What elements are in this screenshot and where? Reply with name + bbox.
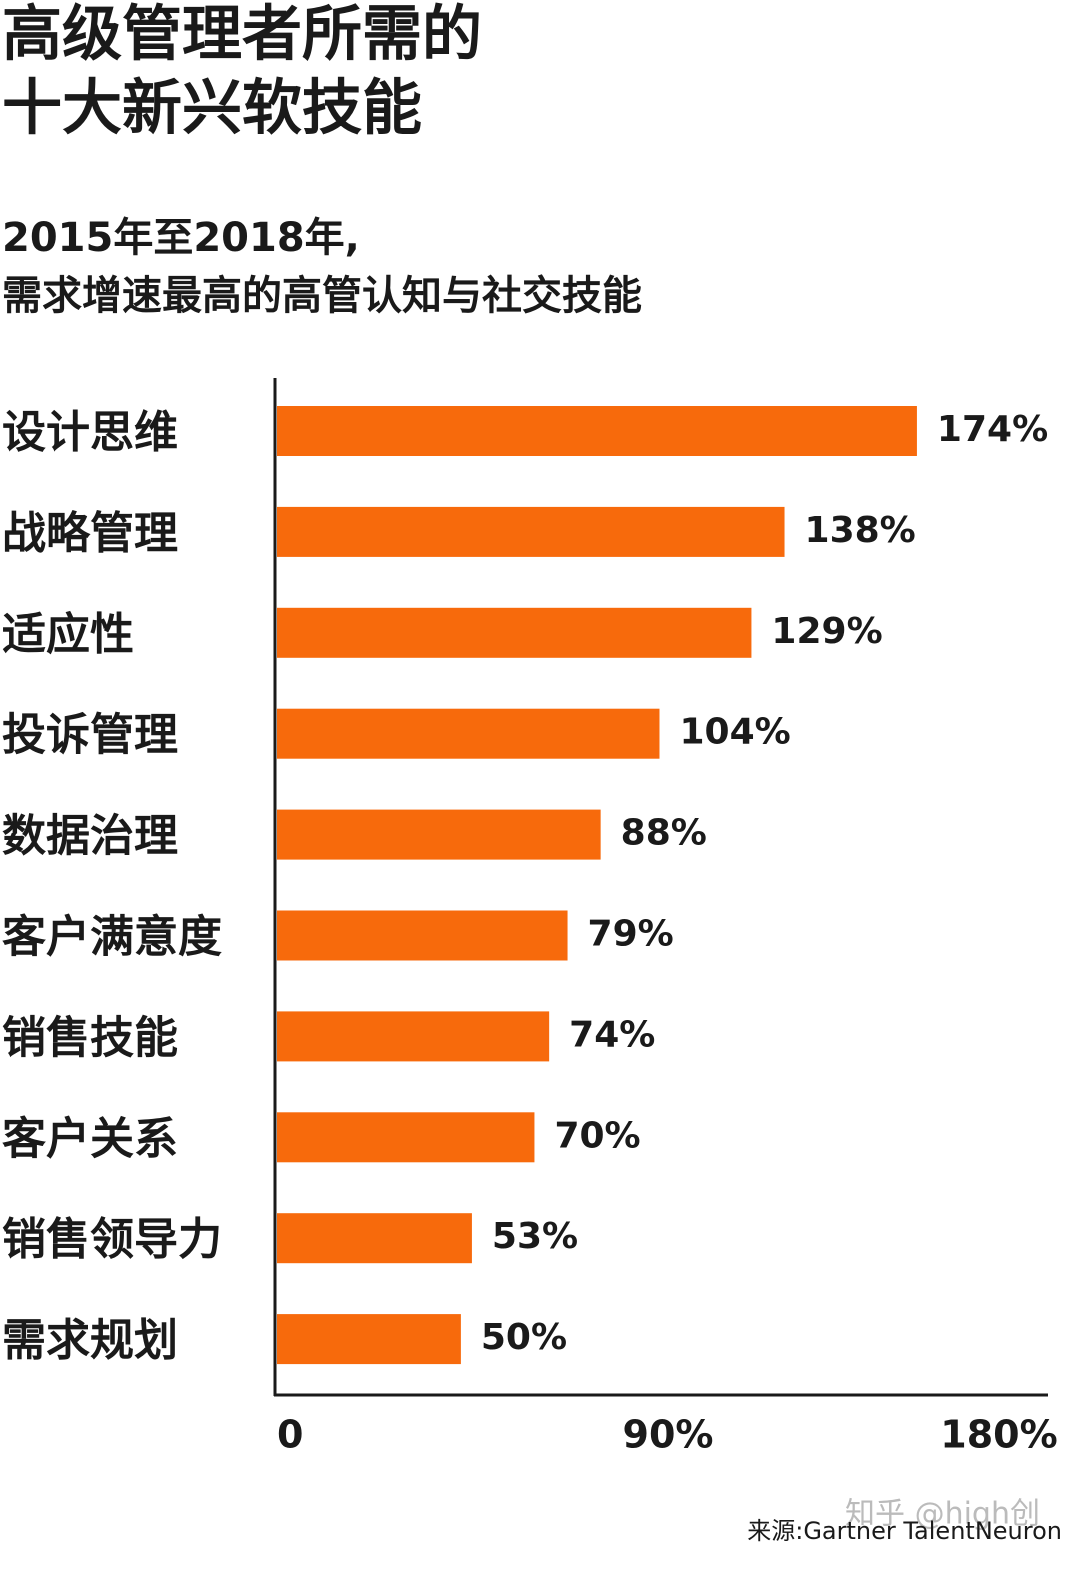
x-tick-label: 90% [623, 1413, 714, 1457]
y-tick-label: 客户满意度 [2, 912, 222, 963]
value-label: 129% [771, 611, 882, 652]
value-label: 74% [569, 1014, 655, 1055]
y-tick-label: 客户关系 [2, 1113, 178, 1164]
value-label: 138% [805, 510, 916, 551]
bar [277, 910, 568, 961]
x-tick-label: 180% [940, 1413, 1057, 1457]
value-label: 104% [679, 712, 790, 753]
chart-subtitle: 2015年至2018年, [2, 215, 360, 261]
bar [277, 1213, 472, 1264]
chart-subtitle: 需求增速最高的高管认知与社交技能 [2, 273, 642, 319]
y-tick-label: 战略管理 [2, 508, 178, 559]
bar [277, 1314, 461, 1365]
x-tick-label: 0 [277, 1413, 303, 1457]
watermark: 知乎 @high创 [845, 1497, 1040, 1532]
bar [277, 1112, 535, 1163]
value-label: 50% [481, 1317, 567, 1358]
bar [277, 607, 752, 658]
value-label: 79% [588, 914, 674, 955]
bar [277, 708, 660, 759]
y-tick-label: 销售技能 [2, 1012, 178, 1063]
y-tick-label: 需求规划 [2, 1315, 178, 1366]
y-tick-label: 投诉管理 [2, 710, 178, 761]
bar [277, 406, 917, 456]
value-label: 174% [937, 409, 1048, 450]
bar [277, 1011, 550, 1062]
y-tick-label: 销售领导力 [2, 1214, 222, 1265]
chart-title: 十大新兴软技能 [2, 74, 422, 144]
bar [277, 506, 785, 557]
source: 来源:Gartner TalentNeuron [747, 1517, 1062, 1545]
value-label: 53% [492, 1216, 578, 1257]
y-tick-label: 适应性 [2, 609, 134, 660]
chart-title: 高级管理者所需的 [2, 0, 482, 70]
y-tick-label: 设计思维 [2, 407, 178, 458]
y-tick-label: 数据治理 [2, 811, 178, 862]
value-label: 70% [554, 1115, 640, 1156]
bar [277, 809, 601, 860]
value-label: 88% [621, 813, 707, 854]
